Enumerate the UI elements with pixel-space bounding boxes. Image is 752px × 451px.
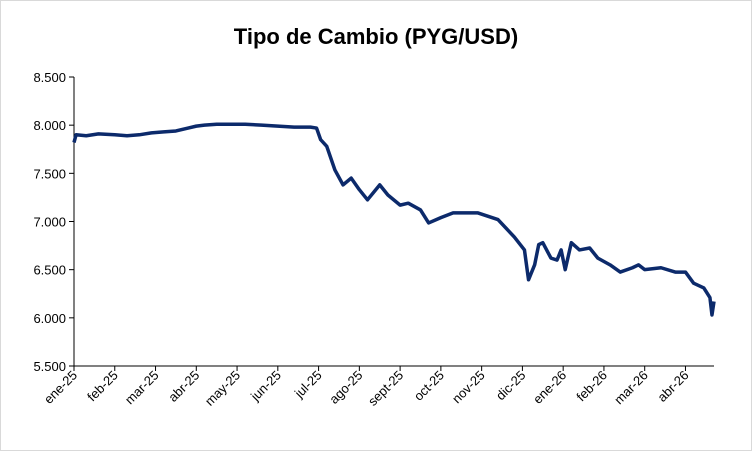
chart-title: Tipo de Cambio (PYG/USD) — [234, 24, 518, 49]
y-tick-label: 7.000 — [33, 215, 66, 230]
y-tick-label: 7.500 — [33, 166, 66, 181]
y-tick-label: 8.500 — [33, 70, 66, 85]
line — [72, 122, 716, 317]
y-tick-label: 5.500 — [33, 359, 66, 374]
y-tick-label: 6.500 — [33, 263, 66, 278]
y-tick-label: 6.000 — [33, 311, 66, 326]
y-tick-label: 8.000 — [33, 118, 66, 133]
